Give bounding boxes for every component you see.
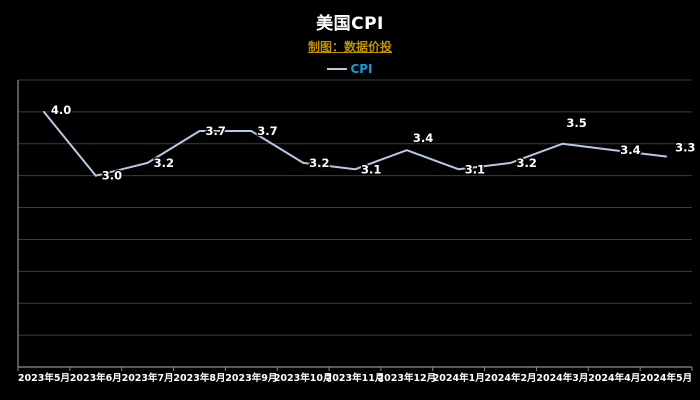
data-label: 3.2: [309, 156, 329, 170]
category-label: 2023年12月: [378, 372, 437, 384]
category-label: 2023年5月: [18, 372, 70, 384]
data-label: 3.4: [620, 143, 640, 157]
cpi-series-line: [42, 110, 668, 177]
category-label: 2023年9月: [225, 372, 277, 384]
category-labels: 2023年5月 2023年6月 2023年7月 2023年8月 2023年9月2023年…: [18, 372, 692, 384]
chart-title: 美国CPI: [316, 14, 384, 34]
category-label: 2023年7月: [122, 372, 174, 384]
data-label: 3.2: [517, 156, 537, 170]
category-label: 2023年8月: [173, 372, 225, 384]
data-labels: 4.0 3.0 3.2 3.7 3.7 3.2 3.1 3.4 3.1 3.2 3.5 3.4 3.3: [50, 102, 697, 184]
data-label: 3.2: [154, 156, 174, 170]
data-label: 3.5: [566, 116, 586, 130]
category-label: 2024年3月: [536, 372, 588, 384]
data-label: 3.7: [257, 124, 277, 138]
legend-series-label: CPI: [350, 62, 373, 76]
data-label: 4.0: [51, 103, 71, 117]
chart-header: 美国CPI 制图：数据价投 CPI: [0, 0, 700, 76]
category-label: 2023年6月: [70, 372, 122, 384]
gridlines: [18, 79, 692, 336]
data-label: 3.7: [205, 124, 225, 138]
category-label: 2024年1月: [433, 372, 485, 384]
category-label: 2024年4月: [588, 372, 640, 384]
category-label: 2024年2月: [485, 372, 537, 384]
legend-line-swatch: [327, 68, 348, 70]
category-label: 2023年10月: [274, 372, 333, 384]
data-label: 3.4: [413, 131, 433, 145]
axes: [17, 80, 693, 371]
category-label: 2023年11月: [326, 372, 385, 384]
data-label: 3.1: [361, 162, 381, 176]
data-label: 3.0: [102, 169, 122, 183]
data-label: 3.1: [465, 162, 485, 176]
chart-subtitle: 制图：数据价投: [307, 40, 392, 54]
data-label: 3.3: [675, 141, 695, 155]
category-label: 2024年5月: [640, 372, 692, 384]
chart-legend: CPI: [0, 62, 700, 76]
